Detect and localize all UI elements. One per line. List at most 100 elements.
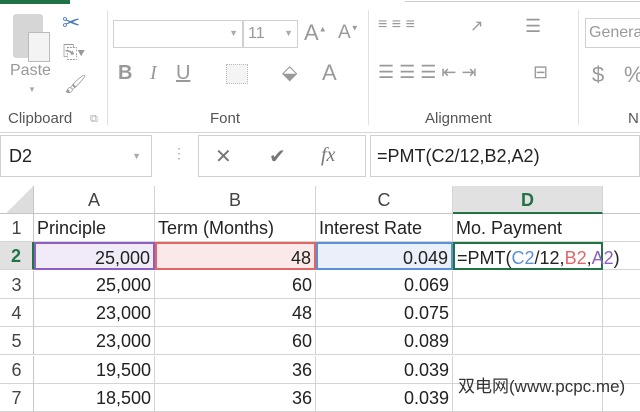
cell-C3[interactable]: 0.069 — [316, 270, 453, 299]
currency-button[interactable]: $ — [592, 62, 605, 87]
column-header-a[interactable]: A — [34, 186, 155, 214]
cell-E5[interactable] — [603, 327, 640, 356]
cell-E4[interactable] — [603, 299, 640, 327]
column-header-b[interactable]: B — [155, 186, 316, 214]
cell-A7[interactable]: 18,500 — [34, 383, 155, 412]
cell-C7[interactable]: 0.039 — [316, 383, 453, 412]
number-format-field[interactable]: Genera — [585, 18, 640, 48]
row-header-3[interactable]: 3 — [0, 270, 34, 299]
formula-part-eq: =PMT( — [457, 248, 512, 269]
formula-part-a2: A2 — [591, 248, 614, 269]
row-header-6[interactable]: 6 — [0, 355, 34, 384]
row-header-5[interactable]: 5 — [0, 327, 34, 356]
cell-B6[interactable]: 36 — [155, 355, 316, 384]
cell-E6[interactable] — [603, 356, 640, 384]
cell-A5[interactable]: 23,000 — [34, 327, 155, 356]
name-box-value: D2 — [9, 146, 33, 166]
cell-D3[interactable] — [453, 270, 603, 299]
paste-button[interactable]: Paste ▼ — [8, 10, 58, 100]
align-top-icon[interactable]: ≡ ≡ ≡ — [378, 16, 415, 33]
cell-D2[interactable]: =PMT(C2/12,B2,A2) — [453, 242, 620, 271]
ribbon-top-border — [405, 0, 640, 2]
formula-bar: D2 ▼ ⋮ ✕ ✔ fx =PMT(C2/12,B2,A2) — [0, 133, 640, 183]
cell-D4[interactable] — [453, 298, 603, 327]
merge-center-icon[interactable]: ⊟ — [533, 62, 549, 82]
cell-B2[interactable]: 48 — [155, 242, 316, 271]
formula-value: =PMT(C2/12,B2,A2) — [377, 146, 540, 166]
alignment-group-label: Alignment — [425, 110, 492, 127]
increase-font-icon[interactable]: A▲ — [304, 20, 327, 45]
name-box[interactable]: D2 ▼ — [0, 135, 152, 177]
bold-button[interactable]: B — [118, 62, 133, 84]
column-header-c[interactable]: C — [316, 186, 453, 214]
cell-C6[interactable]: 0.039 — [316, 355, 453, 384]
underline-button[interactable]: U — [176, 62, 191, 84]
font-name-field[interactable]: ▼ — [113, 20, 243, 48]
cell-C2[interactable]: 0.049 — [316, 242, 453, 271]
align-left-icon[interactable]: ☰ ☰ ☰ ⇤ ⇥ — [378, 62, 477, 82]
formula-part-mid: /12, — [534, 248, 565, 269]
fill-color-icon[interactable]: ⬙ — [282, 62, 298, 84]
italic-button[interactable]: I — [150, 62, 157, 84]
cell-E1[interactable] — [603, 214, 640, 242]
cell-A1[interactable]: Principle — [34, 214, 155, 242]
watermark: 双电网(www.pcpc.me) — [458, 377, 626, 396]
format-painter-icon[interactable]: 🖌 — [64, 74, 87, 94]
copy-icon[interactable]: ⎘▾ — [63, 42, 85, 62]
column-header-e[interactable] — [603, 186, 640, 214]
cell-D6[interactable] — [453, 355, 603, 384]
active-tab-indicator — [0, 0, 70, 4]
formula-input[interactable]: =PMT(C2/12,B2,A2) — [370, 135, 640, 177]
cell-A2[interactable]: 25,000 — [34, 242, 155, 271]
ribbon: Paste ▼ ✂ ⎘▾ 🖌 Clipboard ⧉ ▼ 11 ▼ A▲ A▼ B… — [0, 0, 640, 133]
cell-C5[interactable]: 0.089 — [316, 327, 453, 356]
row-header-2[interactable]: 2 — [0, 242, 34, 271]
separator — [368, 10, 369, 125]
separator — [578, 10, 579, 125]
paste-page-icon — [28, 32, 50, 62]
select-all-button[interactable] — [0, 186, 34, 214]
row-header-1[interactable]: 1 — [0, 214, 34, 242]
number-format-value: Genera — [589, 24, 640, 41]
cell-E3[interactable] — [603, 271, 640, 299]
formula-part-b2: B2 — [564, 248, 587, 269]
cell-E2[interactable] — [603, 242, 640, 271]
formula-part-comma: , — [586, 248, 592, 269]
cell-B5[interactable]: 60 — [155, 327, 316, 356]
cell-C4[interactable]: 0.075 — [316, 298, 453, 327]
wrap-text-icon[interactable]: ☰ — [525, 16, 542, 36]
formula-part-c2: C2 — [511, 248, 535, 269]
formula-part-close: ) — [613, 248, 620, 269]
cell-B1[interactable]: Term (Months) — [155, 214, 316, 242]
row-header-7[interactable]: 7 — [0, 383, 34, 412]
paste-label: Paste — [10, 62, 51, 79]
worksheet-grid — [0, 183, 640, 407]
cell-C1[interactable]: Interest Rate — [316, 214, 453, 242]
dialog-launcher-icon[interactable]: ⧉ — [90, 113, 98, 125]
cell-A4[interactable]: 23,000 — [34, 298, 155, 327]
percent-button[interactable]: % — [624, 62, 640, 88]
cut-icon[interactable]: ✂ — [62, 10, 81, 35]
separator — [107, 10, 108, 125]
cell-A3[interactable]: 25,000 — [34, 270, 155, 299]
cell-B7[interactable]: 36 — [155, 383, 316, 412]
cell-B3[interactable]: 60 — [155, 270, 316, 299]
row-header-4[interactable]: 4 — [0, 298, 34, 327]
cell-B4[interactable]: 48 — [155, 298, 316, 327]
clipboard-group-label: Clipboard — [8, 110, 73, 127]
chevron-down-icon: ▼ — [28, 85, 36, 94]
orientation-icon[interactable]: ↗ — [470, 18, 484, 35]
decrease-font-icon[interactable]: A▼ — [338, 22, 359, 43]
column-header-d[interactable]: D — [453, 186, 603, 214]
borders-icon[interactable] — [226, 64, 248, 84]
enter-button[interactable]: ✔ — [269, 146, 286, 168]
chevron-down-icon: ▼ — [132, 151, 141, 161]
font-size-field[interactable]: 11 ▼ — [243, 20, 298, 48]
cell-D5[interactable] — [453, 327, 603, 356]
insert-function-button[interactable]: fx — [321, 144, 336, 166]
cell-A6[interactable]: 19,500 — [34, 355, 155, 384]
cell-D1[interactable]: Mo. Payment — [453, 214, 603, 242]
drag-handle-icon[interactable]: ⋮ — [172, 145, 186, 161]
font-color-icon[interactable]: A — [322, 60, 337, 85]
cancel-button[interactable]: ✕ — [215, 146, 232, 168]
